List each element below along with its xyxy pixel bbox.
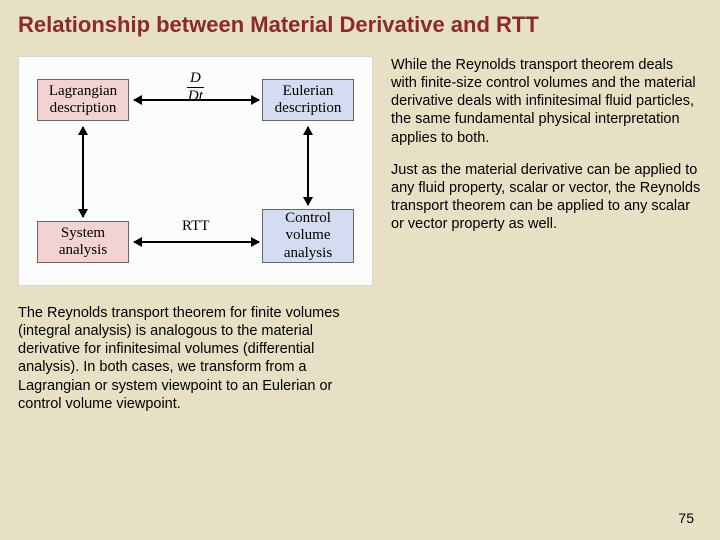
concept-diagram: Lagrangian description Eulerian descript…	[18, 56, 373, 286]
operator-rtt-label: RTT	[182, 218, 209, 235]
slide-title: Relationship between Material Derivative…	[18, 12, 702, 38]
arrow-right	[307, 127, 309, 205]
diagram-caption: The Reynolds transport theorem for finit…	[18, 304, 373, 413]
left-column: Lagrangian description Eulerian descript…	[18, 56, 373, 413]
arrow-bottom	[134, 241, 259, 243]
paragraph-2: Just as the material derivative can be a…	[391, 161, 701, 234]
page-number: 75	[678, 510, 694, 526]
arrow-left	[82, 127, 84, 217]
operator-material-derivative: D Dt	[187, 71, 204, 104]
frac-den: Dt	[187, 88, 204, 104]
box-lagrangian: Lagrangian description	[37, 79, 129, 121]
paragraph-1: While the Reynolds transport theorem dea…	[391, 56, 701, 147]
box-eulerian: Eulerian description	[262, 79, 354, 121]
frac-num: D	[187, 71, 204, 88]
box-system: System analysis	[37, 221, 129, 263]
slide: Relationship between Material Derivative…	[0, 0, 720, 540]
box-control-volume: Control volume analysis	[262, 209, 354, 263]
content-area: Lagrangian description Eulerian descript…	[18, 56, 702, 413]
right-column: While the Reynolds transport theorem dea…	[391, 56, 701, 413]
